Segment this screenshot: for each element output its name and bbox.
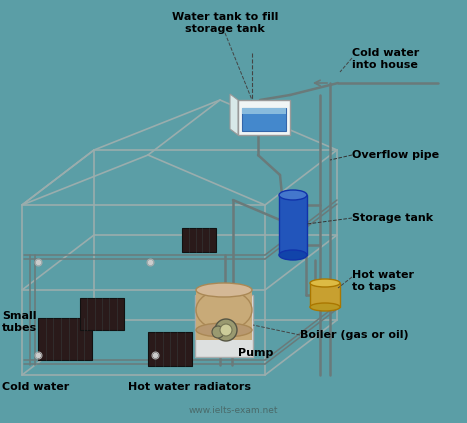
Bar [182, 228, 216, 252]
Bar [38, 318, 92, 360]
Bar [148, 332, 192, 366]
Text: Cold water
into house: Cold water into house [352, 48, 419, 70]
Ellipse shape [279, 250, 307, 260]
Bar [80, 298, 124, 330]
Text: Hot water
to taps: Hot water to taps [352, 270, 414, 291]
Ellipse shape [310, 279, 340, 287]
Text: Hot water radiators: Hot water radiators [128, 382, 252, 392]
Circle shape [215, 319, 237, 341]
Bar [242, 108, 286, 131]
Bar [196, 290, 252, 340]
Text: Small
tubes: Small tubes [2, 311, 37, 333]
Polygon shape [230, 94, 238, 135]
Bar [279, 195, 307, 255]
Bar [310, 283, 340, 307]
Ellipse shape [310, 303, 340, 311]
Bar [242, 108, 286, 114]
Text: Pump: Pump [238, 348, 273, 358]
Ellipse shape [196, 290, 252, 330]
Text: Cold water: Cold water [2, 382, 69, 392]
Text: Boiler (gas or oil): Boiler (gas or oil) [300, 330, 409, 340]
Text: Water tank to fill
storage tank: Water tank to fill storage tank [172, 12, 278, 33]
Bar [195, 295, 253, 357]
Ellipse shape [196, 323, 252, 337]
Bar [238, 100, 290, 135]
Text: www.ielts-exam.net: www.ielts-exam.net [188, 406, 278, 415]
Ellipse shape [279, 190, 307, 200]
Ellipse shape [196, 283, 252, 297]
Text: Overflow pipe: Overflow pipe [352, 150, 439, 160]
Text: Storage tank: Storage tank [352, 213, 433, 223]
Circle shape [220, 324, 232, 336]
Circle shape [212, 326, 224, 338]
